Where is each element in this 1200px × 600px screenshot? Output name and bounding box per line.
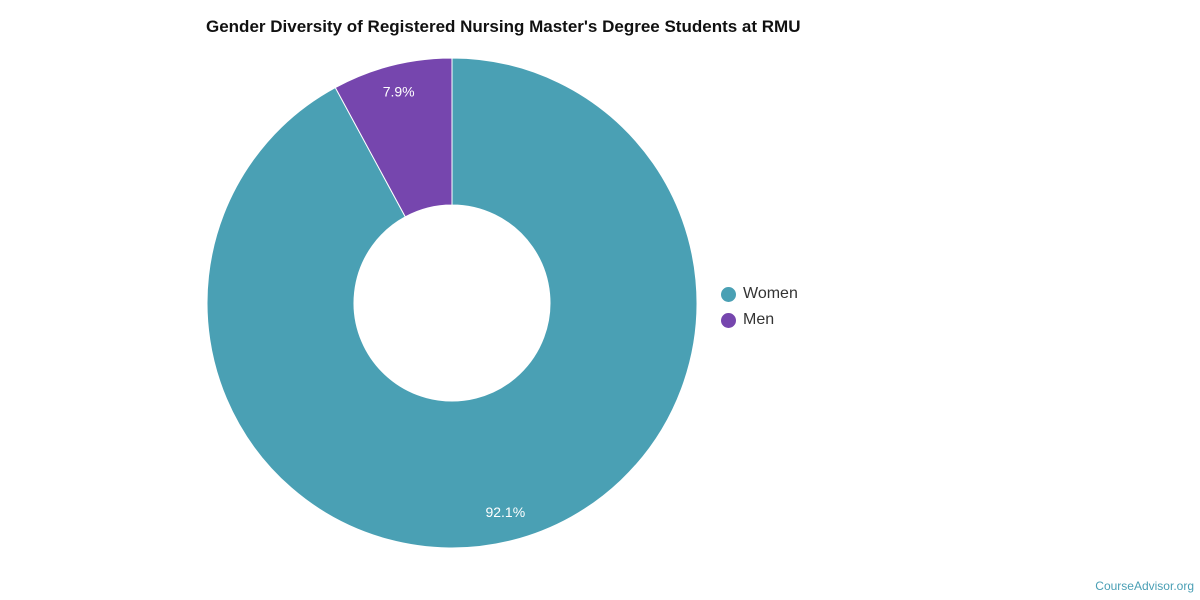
legend-swatch-women	[721, 286, 736, 302]
legend: Women Men	[721, 281, 798, 333]
slice-label-men: 7.9%	[383, 83, 415, 99]
slice-label-women: 92.1%	[485, 504, 525, 520]
legend-item-women[interactable]: Women	[721, 281, 798, 307]
chart-title: Gender Diversity of Registered Nursing M…	[206, 17, 801, 36]
watermark[interactable]: CourseAdvisor.org	[1095, 579, 1194, 593]
slice-men[interactable]	[334, 57, 453, 218]
slice-women[interactable]	[206, 57, 698, 549]
legend-swatch-men	[721, 312, 736, 328]
legend-label-men: Men	[743, 311, 775, 328]
legend-label-women: Women	[743, 285, 798, 302]
legend-item-men[interactable]: Men	[721, 307, 798, 333]
